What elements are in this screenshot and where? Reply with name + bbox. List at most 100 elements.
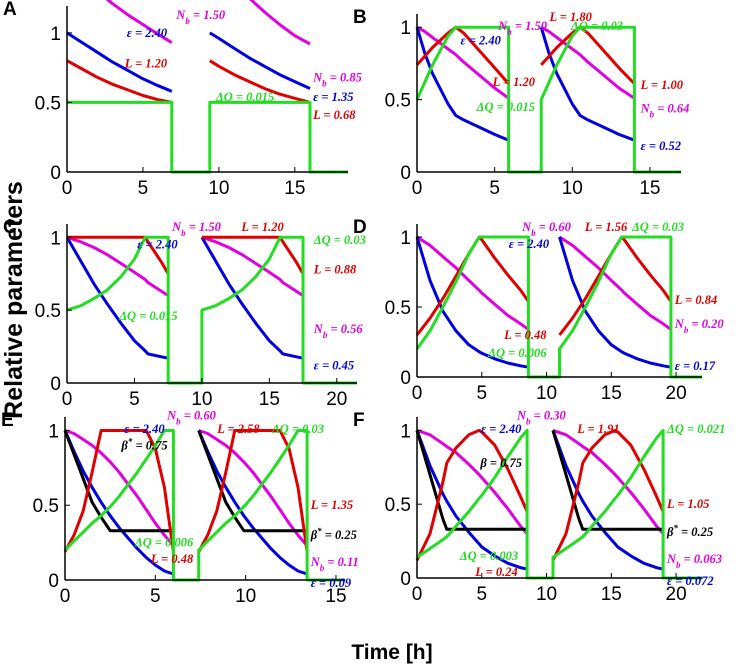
x-tick-label: 5 [138,178,149,199]
x-tick-label: 10 [562,178,583,199]
x-axis-label: Time [h] [351,641,432,664]
annotation-6: L = 0.48 [503,328,547,342]
series-line-dQ [66,235,357,385]
annotation-5: L = 1.35 [310,498,353,512]
x-tick-label: 5 [150,586,161,607]
annotation-5: ΔQ = 0.015 [476,100,535,114]
x-tick-label: 10 [208,178,229,199]
series-line-Nb [66,235,304,297]
series-line-dQ [67,100,348,174]
series-line-dQ [63,429,345,582]
annotation-1: ε = 2.40 [127,26,168,40]
series-line-L [415,428,665,561]
annotation-4: L = 1.20 [492,75,536,89]
x-tick-label: 15 [284,178,305,199]
x-tick-label: 0 [412,383,423,404]
annotation-1: L = 1.80 [548,10,592,24]
x-tick-label: 10 [191,389,212,410]
panel-E: E 0 5 10 15 0 0.5 1 Nb = 0.60ε = 2.40 L = 2.58 ΔQ … [1,409,359,608]
annotation-7: ε = 0.45 [314,359,354,373]
annotation-9: L = 0.24 [474,565,517,579]
x-tick-label: 15 [259,389,280,410]
panel-A: A 0 5 10 15 0 0.5 1 Nb = 1.50 ε = 2.40 L = 1.20 Nb … [3,0,362,199]
y-tick-label: 1 [50,24,61,45]
y-tick-label: 0 [50,163,61,184]
series-line-dQ [415,235,702,379]
x-tick-label: 15 [601,584,622,605]
x-tick-label: 0 [60,586,71,607]
series-line-eps [415,236,672,369]
x-tick-label: 5 [476,584,487,605]
annotation-5: Nb = 0.20 [674,317,725,335]
annotation-3: Nb = 0.85 [312,70,362,88]
y-tick-label: 0 [48,571,59,592]
x-tick-label: 15 [639,178,660,199]
annotation-9: L = 0.48 [150,552,194,566]
series-line-eps [63,429,308,576]
x-tick-label: 10 [536,584,557,605]
annotation-7: ΔQ = 0.003 [459,549,518,563]
y-tick-label: 1 [400,421,411,442]
annotation-2: L = 1.20 [124,57,168,71]
annotation-2: ΔQ = 0.03 [631,220,684,234]
y-axis-label: Relative parameters [0,181,28,419]
annotation-6: Nb = 0.56 [313,322,364,340]
annotation-3: ε = 2.40 [509,237,550,251]
x-tick-label: 0 [412,584,423,605]
y-tick-label: 1 [400,18,411,39]
annotation-5: ΔQ = 0.015 [118,309,177,323]
annotation-4: β* = 0.75 [120,436,167,452]
x-tick-label: 15 [601,383,622,404]
annotation-2: L = 2.58 [216,422,260,436]
y-tick-label: 0.5 [385,91,411,112]
y-tick-label: 0 [400,163,411,184]
annotation-7: ΔQ = 0.006 [134,536,194,550]
annotation-3: ε = 2.40 [461,33,502,47]
annotation-8: Nb = 0.11 [310,555,359,573]
y-tick-label: 0 [400,368,411,389]
annotation-3: ΔQ = 0.021 [666,422,725,436]
annotation-4: β = 0.75 [479,456,522,470]
y-tick-label: 0.5 [35,301,61,322]
series-line-Nb [416,428,665,535]
annotation-5: ΔQ = 0.015 [215,90,274,104]
panel-letter: B [353,7,367,28]
panel-letter: D [353,217,367,238]
annotation-0: Nb = 1.50 [175,8,226,26]
y-tick-label: 0.5 [35,93,61,114]
y-tick-label: 1 [48,421,59,442]
panel-letter: A [3,0,17,20]
annotation-6: β* = 0.25 [666,523,713,539]
panel-C: C 0 5 10 15 20 0 0.5 1 Nb = 1.50 L = 1.20 ΔQ = 0.03… [3,217,366,410]
series-line-Nb [64,429,309,547]
series-line-Nb [416,235,672,331]
y-tick-label: 0.5 [385,495,411,516]
annotation-7: ΔQ = 0.006 [487,346,547,360]
panel-letter: F [353,410,365,431]
x-tick-label: 20 [326,389,347,410]
annotation-7: Nb = 0.64 [640,101,690,119]
x-tick-label: 5 [489,178,500,199]
panel-F: F 0 5 10 15 20 0 0.5 1 Nb = 0.30ε = 2.40 L = 1.91 Δ… [353,409,725,605]
y-tick-label: 0 [400,569,411,590]
x-tick-label: 15 [325,586,346,607]
y-tick-label: 0 [50,374,61,395]
annotation-6: L = 1.00 [640,78,684,92]
annotation-8: Nb = 0.063 [666,552,722,570]
y-tick-label: 1 [50,228,61,249]
x-tick-label: 0 [62,178,73,199]
x-tick-label: 0 [62,389,73,410]
y-tick-label: 1 [400,228,411,249]
panel-letter: E [1,410,14,431]
annotation-3: ε = 2.40 [137,238,178,252]
annotation-1: ε = 2.40 [124,422,165,436]
y-tick-label: 0.5 [385,298,411,319]
x-tick-label: 10 [536,383,557,404]
annotation-10: ε = 0.072 [667,574,714,588]
annotation-5: L = 1.05 [666,497,709,511]
annotation-0: Nb = 1.50 [171,220,222,238]
series-line-L [63,429,309,553]
